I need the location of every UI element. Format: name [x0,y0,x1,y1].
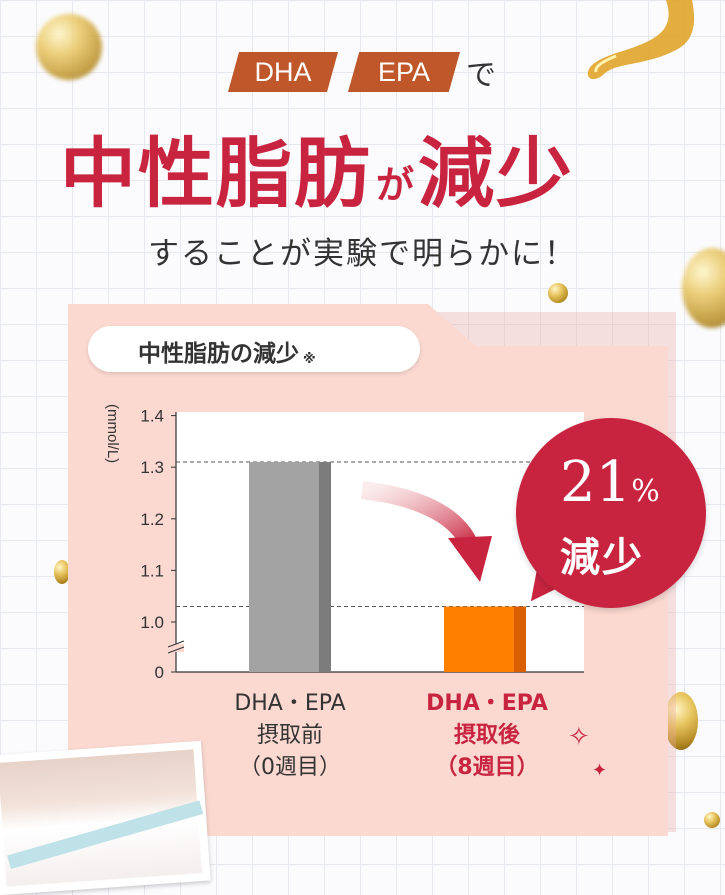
decorative-bubble [36,14,102,80]
headline: 中性脂肪 が減少 [60,112,680,222]
axis-break-mark [167,646,185,654]
y-tick-label: 1.3 [140,458,164,477]
oil-drop-icon [587,0,695,80]
decrease-arrow-head [448,536,492,582]
badge-label: 減少 [560,535,644,581]
decorative-bubble [682,248,725,328]
y-tick-label: 1.0 [140,613,164,632]
y-tick-label: 1.4 [140,407,164,426]
decorative-bubble [54,560,70,584]
axis-break-gap [168,644,184,652]
decorative-bubble [548,283,568,303]
bar-chart: 0 1.0 1.1 1.2 1.3 1.4 [140,407,584,682]
reduction-badge [516,418,706,608]
x-category-line: 摂取前 [256,723,323,748]
dha-tag: DHA [228,52,338,92]
y-tick-label: 0 [155,663,164,682]
x-category-line: 摂取後 [453,723,520,748]
decorative-bubble [664,692,698,750]
badge-number-value: 21 [560,450,632,515]
sparkle-icon: ✦ [592,760,608,781]
x-category-line: （8週目） [435,755,539,780]
panel-title-text: 中性脂肪の減少 [138,341,299,367]
body-photo [0,740,211,895]
panel-title-mark: ※ [303,352,316,367]
y-tick-label: 1.2 [140,510,164,529]
headline-part2: 減少 [418,129,575,218]
bar-side [319,462,331,672]
x-category-before: DHA・EPA 摂取前 （0週目） [190,688,390,784]
axis-break-mark [167,640,185,648]
badge-number: 21% [560,450,660,515]
x-category-after: DHA・EPA 摂取後 （8週目） [387,688,587,784]
y-axis-label: (mmol/L) [104,404,121,464]
sparkle-icon: ✧ [568,722,590,752]
badge-percent: % [631,474,660,509]
bar [249,462,331,672]
panel-title-pill [88,326,420,372]
headline-part1: 中性脂肪 [60,129,372,218]
x-category-line: DHA・EPA [426,691,548,716]
bar [444,606,526,672]
epa-tag: EPA [348,52,460,92]
x-category-line: （0週目） [239,755,341,780]
bar-side [514,606,526,672]
x-category-line: DHA・EPA [234,691,346,716]
tag-suffix: で [466,58,496,93]
panel-title: 中性脂肪の減少 ※ [138,334,316,368]
y-tick-label: 1.1 [140,561,164,580]
headline-particle: が [376,163,415,207]
subline: することが実験で明らかに！ [148,236,577,272]
decorative-bubble [704,812,720,828]
